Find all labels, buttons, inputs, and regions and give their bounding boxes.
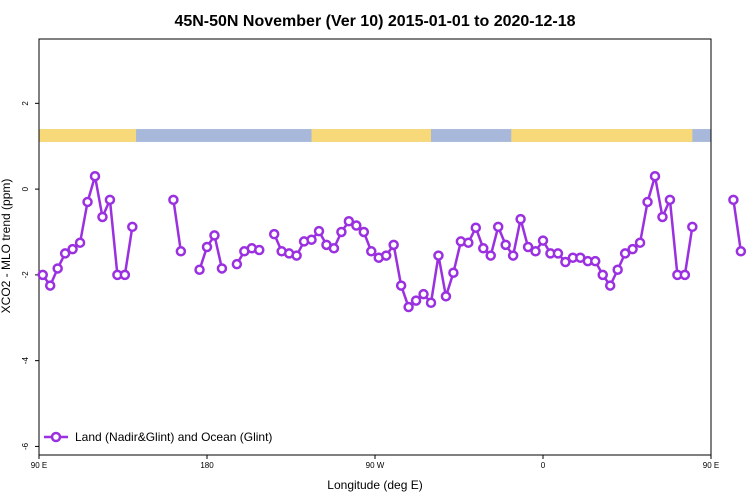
data-point: [537, 235, 549, 246]
data-point: [74, 237, 86, 248]
data-point: [433, 250, 444, 261]
data-point: [231, 258, 243, 270]
land-region: [39, 129, 137, 142]
data-point: [552, 248, 564, 259]
data-point: [522, 241, 534, 253]
y-axis-label: XCO2 - MLO trend (ppm): [0, 179, 13, 314]
data-point: [380, 250, 392, 261]
data-point: [492, 221, 504, 233]
data-point: [735, 246, 747, 257]
x-tick-label: 90 W: [366, 461, 385, 470]
data-point: [343, 216, 355, 227]
y-tick-label: -2: [21, 271, 30, 279]
data-point: [500, 239, 511, 251]
data-point: [642, 196, 653, 208]
data-point: [395, 280, 407, 291]
data-point: [328, 243, 340, 254]
y-tick-label: 2: [21, 101, 30, 106]
data-point: [440, 291, 452, 302]
data-point: [37, 269, 48, 281]
data-point: [664, 194, 676, 206]
data-point: [168, 194, 179, 206]
data-point: [175, 246, 187, 257]
data-point: [82, 196, 93, 208]
land-region: [311, 129, 431, 142]
series-line: [273, 174, 694, 309]
series-line: [732, 199, 743, 252]
data-point: [597, 269, 608, 281]
data-point: [728, 194, 739, 206]
data-point: [418, 288, 429, 300]
data-point: [336, 226, 347, 238]
data-point: [52, 263, 63, 274]
data-point: [634, 237, 646, 248]
data-point: [470, 222, 482, 233]
data-point: [216, 263, 228, 274]
data-point: [351, 220, 362, 231]
data-point: [366, 246, 377, 257]
data-point: [291, 250, 302, 261]
data-point: [388, 239, 399, 251]
chart-title: 45N-50N November (Ver 10) 2015-01-01 to …: [174, 13, 575, 30]
data-point: [254, 244, 265, 256]
data-point: [59, 248, 71, 259]
y-tick-label: 0: [21, 186, 30, 191]
x-tick-label: 90 E: [31, 461, 47, 470]
x-tick-label: 180: [200, 461, 214, 470]
x-tick-label: 90 E: [703, 461, 719, 470]
data-point: [560, 256, 571, 268]
data-point: [425, 297, 437, 309]
data-point: [104, 194, 116, 206]
data-point: [403, 301, 414, 313]
data-point: [485, 250, 496, 261]
data-point: [313, 225, 325, 237]
x-axis-label: Longitude (deg E): [327, 478, 422, 492]
data-point: [612, 264, 623, 275]
data-point: [657, 211, 668, 223]
data-point: [478, 243, 489, 254]
data-point: [515, 213, 526, 225]
y-tick-label: -6: [21, 442, 30, 450]
legend-label: Land (Nadir&Glint) and Ocean (Glint): [75, 430, 272, 444]
data-point: [306, 234, 317, 245]
data-point: [463, 237, 474, 248]
data-point: [119, 269, 131, 281]
data-point: [209, 230, 220, 241]
legend-marker: [50, 431, 62, 443]
data-point: [97, 211, 108, 223]
data-point: [268, 228, 280, 240]
data-point: [649, 170, 661, 182]
data-point: [687, 221, 698, 233]
data-point: [358, 226, 370, 238]
data-point: [590, 255, 601, 267]
data-point: [44, 280, 56, 291]
data-point: [448, 267, 459, 278]
data-point: [679, 269, 691, 281]
land-region: [511, 129, 693, 142]
data-point: [410, 295, 422, 306]
plot-frame: [38, 38, 712, 456]
x-tick-label: 0: [541, 461, 546, 470]
data-point: [627, 243, 638, 255]
y-tick-label: -4: [21, 357, 30, 365]
data-point: [67, 243, 78, 255]
series-line: [172, 199, 183, 252]
data-point: [201, 241, 213, 253]
data-point: [194, 264, 205, 275]
data-point: [127, 221, 138, 233]
data-point: [530, 246, 541, 257]
data-point: [604, 280, 616, 291]
data-point: [619, 248, 631, 259]
series-line: [198, 234, 224, 271]
data-point: [507, 250, 519, 261]
legend: Land (Nadir&Glint) and Ocean (Glint): [44, 430, 272, 444]
data-point: [89, 170, 101, 182]
